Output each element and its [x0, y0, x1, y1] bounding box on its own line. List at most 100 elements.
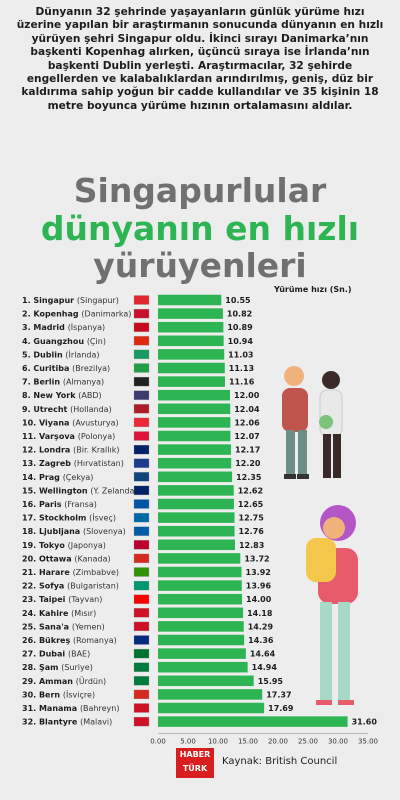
city-label: 20. Ottawa (Kanada) — [22, 554, 111, 563]
bar — [158, 485, 234, 496]
flag-icon — [133, 404, 150, 414]
value-label: 12.62 — [238, 486, 263, 495]
flag-icon — [133, 635, 150, 645]
walking-woman-illustration — [306, 505, 358, 705]
value-label: 11.03 — [228, 350, 253, 359]
bar — [158, 471, 233, 483]
value-label: 13.72 — [244, 554, 269, 563]
x-tick-label: 0.00 — [150, 738, 166, 746]
bar — [158, 308, 223, 319]
bar — [158, 444, 232, 455]
x-tick-label: 30.00 — [328, 738, 348, 746]
haberturk-logo: HABER TÜRK — [176, 748, 214, 778]
city-label: 27. Dubai (BAE) — [22, 650, 90, 659]
value-label: 14.36 — [248, 636, 274, 645]
flag-icon — [133, 553, 150, 564]
value-label: 12.00 — [234, 391, 260, 400]
city-label: 31. Manama (Bahreyn) — [22, 704, 119, 713]
value-label: 10.82 — [227, 310, 252, 319]
value-label: 14.64 — [250, 650, 276, 659]
value-label: 11.16 — [229, 378, 255, 387]
title-line-1: Singapurlular — [73, 171, 327, 210]
bar — [158, 689, 263, 700]
bar — [158, 389, 230, 401]
flag-icon — [133, 499, 150, 509]
city-label: 7. Berlin (Almanya) — [22, 378, 104, 387]
flag-icon — [133, 485, 150, 496]
value-label: 12.04 — [234, 405, 260, 414]
value-label: 12.75 — [239, 514, 265, 523]
city-label: 11. Varşova (Polonya) — [22, 432, 115, 441]
value-label: 14.00 — [246, 595, 272, 604]
city-label: 26. Bükreş (Romanya) — [22, 636, 117, 645]
bar — [158, 335, 224, 347]
value-axis-label: Yürüme hızı (Sn.) — [274, 285, 352, 294]
value-label: 11.13 — [229, 364, 254, 373]
city-label: 3. Madrid (İspanya) — [22, 322, 105, 332]
value-label: 14.94 — [252, 663, 278, 672]
city-label: 30. Bern (İsviçre) — [22, 689, 95, 699]
flag-icon — [133, 308, 150, 319]
flag-icon — [133, 376, 150, 387]
bar — [158, 457, 232, 469]
walking-man-illustration — [282, 366, 343, 479]
flag-icon — [133, 648, 150, 659]
value-label: 12.83 — [239, 541, 264, 550]
bar — [158, 417, 231, 428]
value-label: 12.20 — [235, 459, 261, 468]
source-text: Kaynak: British Council — [222, 756, 338, 767]
city-label: 12. Londra (Bir. Krallık) — [22, 446, 119, 455]
bar — [158, 661, 248, 673]
city-label: 4. Guangzhou (Çin) — [22, 337, 106, 346]
city-label: 1. Singapur (Singapur) — [22, 296, 119, 305]
x-tick-label: 25.00 — [298, 738, 318, 746]
flag-icon — [133, 716, 150, 727]
city-label: 16. Paris (Fransa) — [22, 500, 97, 509]
city-label: 2. Kopenhag (Danimarka) — [22, 310, 131, 319]
city-label: 10. Viyana (Avusturya) — [22, 418, 119, 427]
flag-icon — [133, 458, 150, 468]
city-label: 17. Stockholm (İsveç) — [22, 513, 116, 523]
city-label: 15. Wellington (Y. Zelanda) — [22, 486, 138, 495]
flag-icon — [133, 703, 150, 713]
x-tick-label: 35.00 — [358, 738, 378, 746]
city-label: 9. Utrecht (Hollanda) — [22, 405, 112, 414]
value-label: 12.17 — [235, 446, 260, 455]
value-label: 13.96 — [246, 582, 272, 591]
flag-icon — [133, 390, 150, 400]
flag-icon — [133, 363, 150, 373]
value-label: 17.37 — [266, 690, 291, 699]
flag-icon — [133, 295, 150, 305]
city-label: 32. Blantyre (Malavi) — [22, 718, 112, 727]
city-label: 18. Ljubljana (Slovenya) — [22, 527, 126, 536]
bar — [158, 675, 254, 687]
bar — [158, 294, 222, 306]
value-label: 31.60 — [352, 718, 378, 727]
flag-icon — [133, 594, 150, 604]
x-tick-label: 5.00 — [180, 738, 196, 746]
logo-line-1: HABER — [179, 750, 211, 759]
city-label: 21. Harare (Zimbabve) — [22, 568, 119, 577]
bar — [158, 716, 348, 727]
city-label: 6. Curitiba (Brezilya) — [22, 364, 110, 373]
value-label: 14.18 — [247, 609, 273, 618]
bar — [158, 362, 225, 374]
value-label: 10.55 — [225, 296, 251, 305]
city-label: 5. Dublin (İrlanda) — [22, 349, 100, 359]
x-tick-label: 15.00 — [238, 738, 258, 746]
value-label: 12.07 — [234, 432, 259, 441]
value-label: 14.29 — [248, 622, 274, 631]
bar — [158, 648, 246, 659]
bar — [158, 539, 235, 551]
city-label: 24. Kahire (Mısır) — [22, 609, 96, 618]
bar — [158, 376, 225, 387]
flag-icon — [133, 540, 150, 550]
city-label: 13. Zagreb (Hırvatistan) — [22, 459, 124, 468]
flag-icon — [133, 526, 150, 536]
bar — [158, 403, 231, 415]
city-label: 29. Amman (Ürdün) — [22, 676, 106, 686]
city-label: 23. Taipei (Tayvan) — [22, 595, 102, 604]
city-label: 14. Prag (Çekya) — [22, 473, 93, 482]
bar — [158, 580, 242, 591]
bar — [158, 349, 225, 360]
